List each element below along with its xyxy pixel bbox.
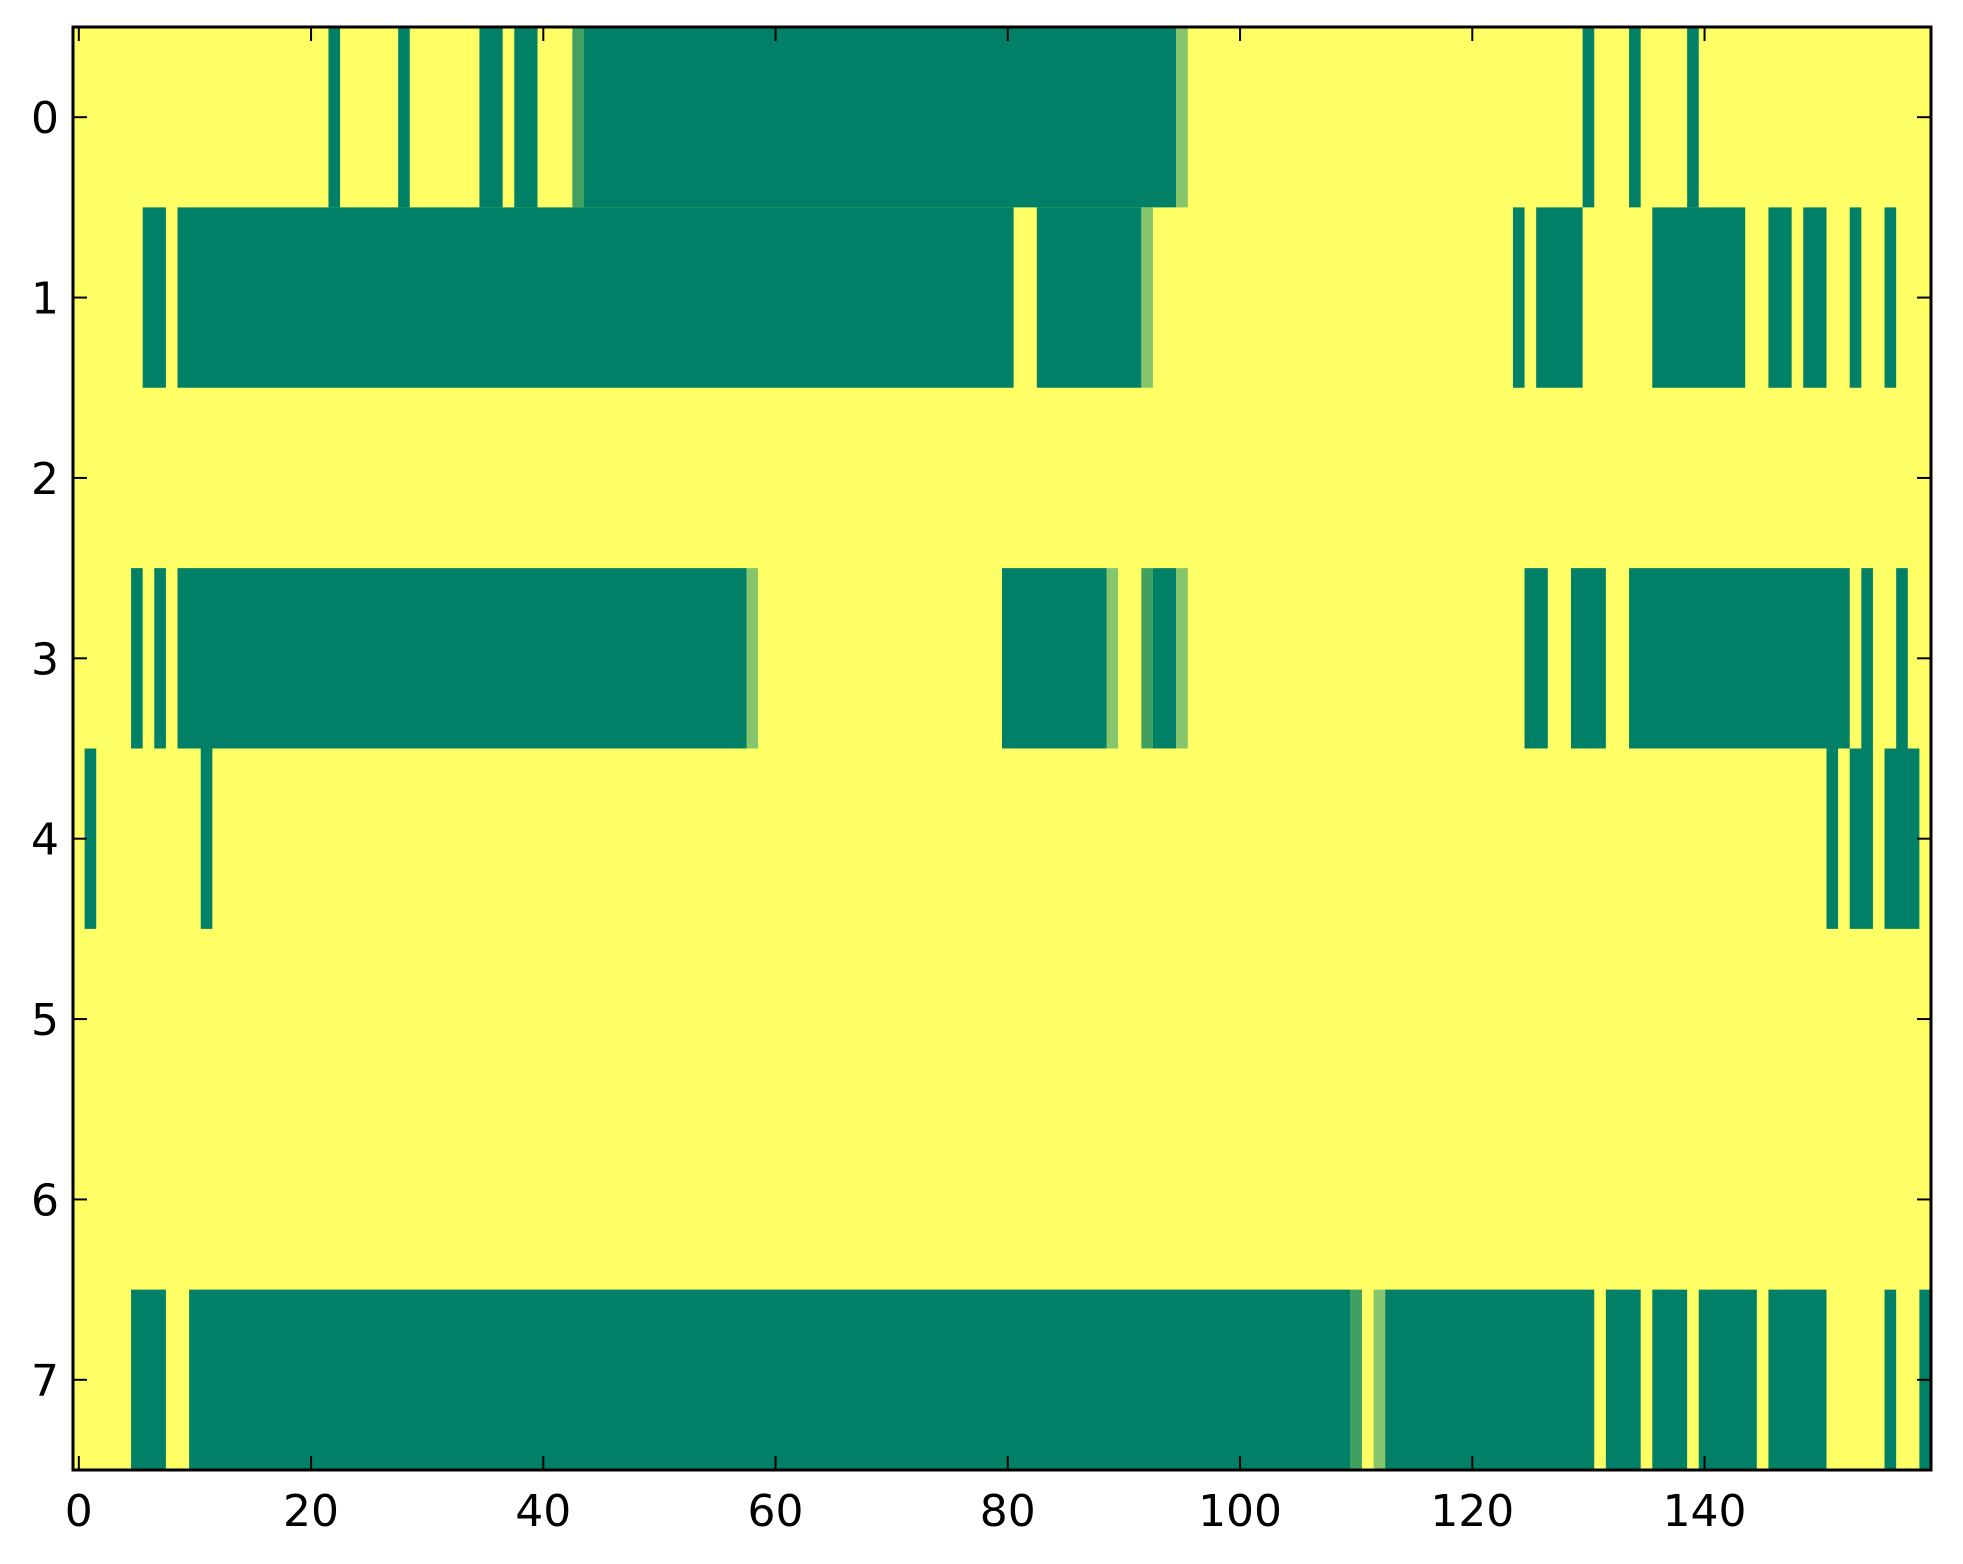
heatmap-cell-row-0-col-43 [572, 27, 584, 208]
axis-ticks [73, 27, 1931, 1470]
heatmap-cell-row-0-col-95 [1176, 27, 1188, 208]
heatmap-cell-row-7-col-113 [1385, 1289, 1595, 1470]
y-tick-labels: 0 1 2 3 4 5 6 7 [31, 93, 59, 1407]
heatmap-cells [73, 27, 1931, 1470]
heatmap-cell-row-0-col-44 [583, 27, 1177, 208]
heatmap-cell-row-1-col-6 [142, 207, 166, 388]
heatmap-cell-row-1-col-136 [1652, 207, 1746, 388]
heatmap-cell-row-3-col-9 [177, 568, 747, 749]
heatmap-cell-row-0-col-35 [479, 27, 503, 208]
heatmap-cell-row-3-col-125 [1524, 568, 1548, 749]
heatmap-cell-row-0-col-22 [328, 27, 341, 208]
heatmap-cell-row-3-col-154 [1861, 568, 1873, 749]
heatmap-cell-row-1-col-149 [1803, 207, 1827, 388]
heatmap-cell-row-7-col-110 [1350, 1289, 1362, 1470]
x-tick-label-100: 100 [1198, 1486, 1282, 1537]
heatmap-cell-row-7-col-140 [1698, 1289, 1757, 1470]
heatmap-cell-row-1-col-156 [1884, 207, 1897, 388]
heatmap-cell-row-0-col-38 [514, 27, 538, 208]
heatmap-cell-row-3-col-92 [1141, 568, 1153, 749]
heatmap-cell-row-4-col-151 [1826, 748, 1839, 929]
heatmap-cell-row-1-col-126 [1536, 207, 1583, 388]
heatmap-cell-row-1-col-146 [1768, 207, 1792, 388]
heatmap-cell-row-1-col-124 [1512, 207, 1525, 388]
heatmap-cell-row-3-col-93 [1152, 568, 1177, 749]
heatmap-cell-row-1-col-92 [1141, 207, 1153, 388]
heatmap-cell-row-0-col-28 [398, 27, 410, 208]
x-tick-label-20: 20 [283, 1486, 339, 1537]
heatmap-cell-row-3-col-58 [746, 568, 759, 749]
heatmap-cell-row-3-col-129 [1571, 568, 1606, 749]
y-tick-label-3: 3 [31, 634, 59, 685]
y-tick-label-2: 2 [31, 454, 59, 505]
heatmap-cell-row-0-col-134 [1629, 27, 1641, 208]
x-tick-label-120: 120 [1430, 1486, 1514, 1537]
heatmap-cell-row-3-col-95 [1176, 568, 1188, 749]
heatmap-cell-row-3-col-157 [1896, 568, 1908, 749]
x-tick-label-80: 80 [980, 1486, 1036, 1537]
y-tick-label-0: 0 [31, 93, 59, 144]
heatmap-cell-row-7-col-136 [1652, 1289, 1688, 1470]
x-tick-labels: 0 20 40 60 80 100 120 140 [65, 1486, 1747, 1537]
heatmap-cell-row-1-col-9 [177, 207, 1014, 388]
y-tick-label-7: 7 [31, 1356, 59, 1407]
heatmap-cell-row-3-col-89 [1106, 568, 1119, 749]
heatmap-cell-row-7-col-5 [131, 1289, 166, 1470]
x-tick-label-40: 40 [515, 1486, 571, 1537]
x-tick-label-60: 60 [748, 1486, 804, 1537]
heatmap-cell-row-3-col-80 [1002, 568, 1107, 749]
heatmap-cell-row-3-col-134 [1629, 568, 1850, 749]
heatmap-cell-row-4-col-1 [84, 748, 97, 929]
heatmap-cell-row-7-col-156 [1884, 1289, 1897, 1470]
x-tick-label-0: 0 [65, 1486, 93, 1537]
plot-frame [71, 25, 1933, 1472]
heatmap-cell-row-7-col-112 [1373, 1289, 1386, 1470]
heatmap-cell-row-7-col-146 [1768, 1289, 1827, 1470]
heatmap-cell-row-7-col-132 [1605, 1289, 1641, 1470]
heatmap-cell-row-1-col-153 [1849, 207, 1862, 388]
y-tick-label-4: 4 [31, 815, 59, 866]
heatmap-cell-row-4-col-153 [1849, 748, 1873, 929]
x-tick-label-140: 140 [1663, 1486, 1747, 1537]
heatmap-cell-row-0-col-130 [1582, 27, 1595, 208]
heatmap-cell-row-3-col-7 [154, 568, 166, 749]
y-tick-label-1: 1 [31, 274, 59, 325]
y-tick-label-5: 5 [31, 995, 59, 1046]
y-tick-label-6: 6 [31, 1175, 59, 1226]
heatmap-cell-row-0-col-139 [1687, 27, 1699, 208]
heatmap-cell-row-4-col-156 [1884, 748, 1920, 929]
heatmap-cell-row-3-col-5 [131, 568, 143, 749]
heatmap-cell-row-4-col-11 [200, 748, 213, 929]
heatmap-cell-row-7-col-10 [189, 1289, 1351, 1470]
heatmap-cell-row-1-col-83 [1036, 207, 1142, 388]
